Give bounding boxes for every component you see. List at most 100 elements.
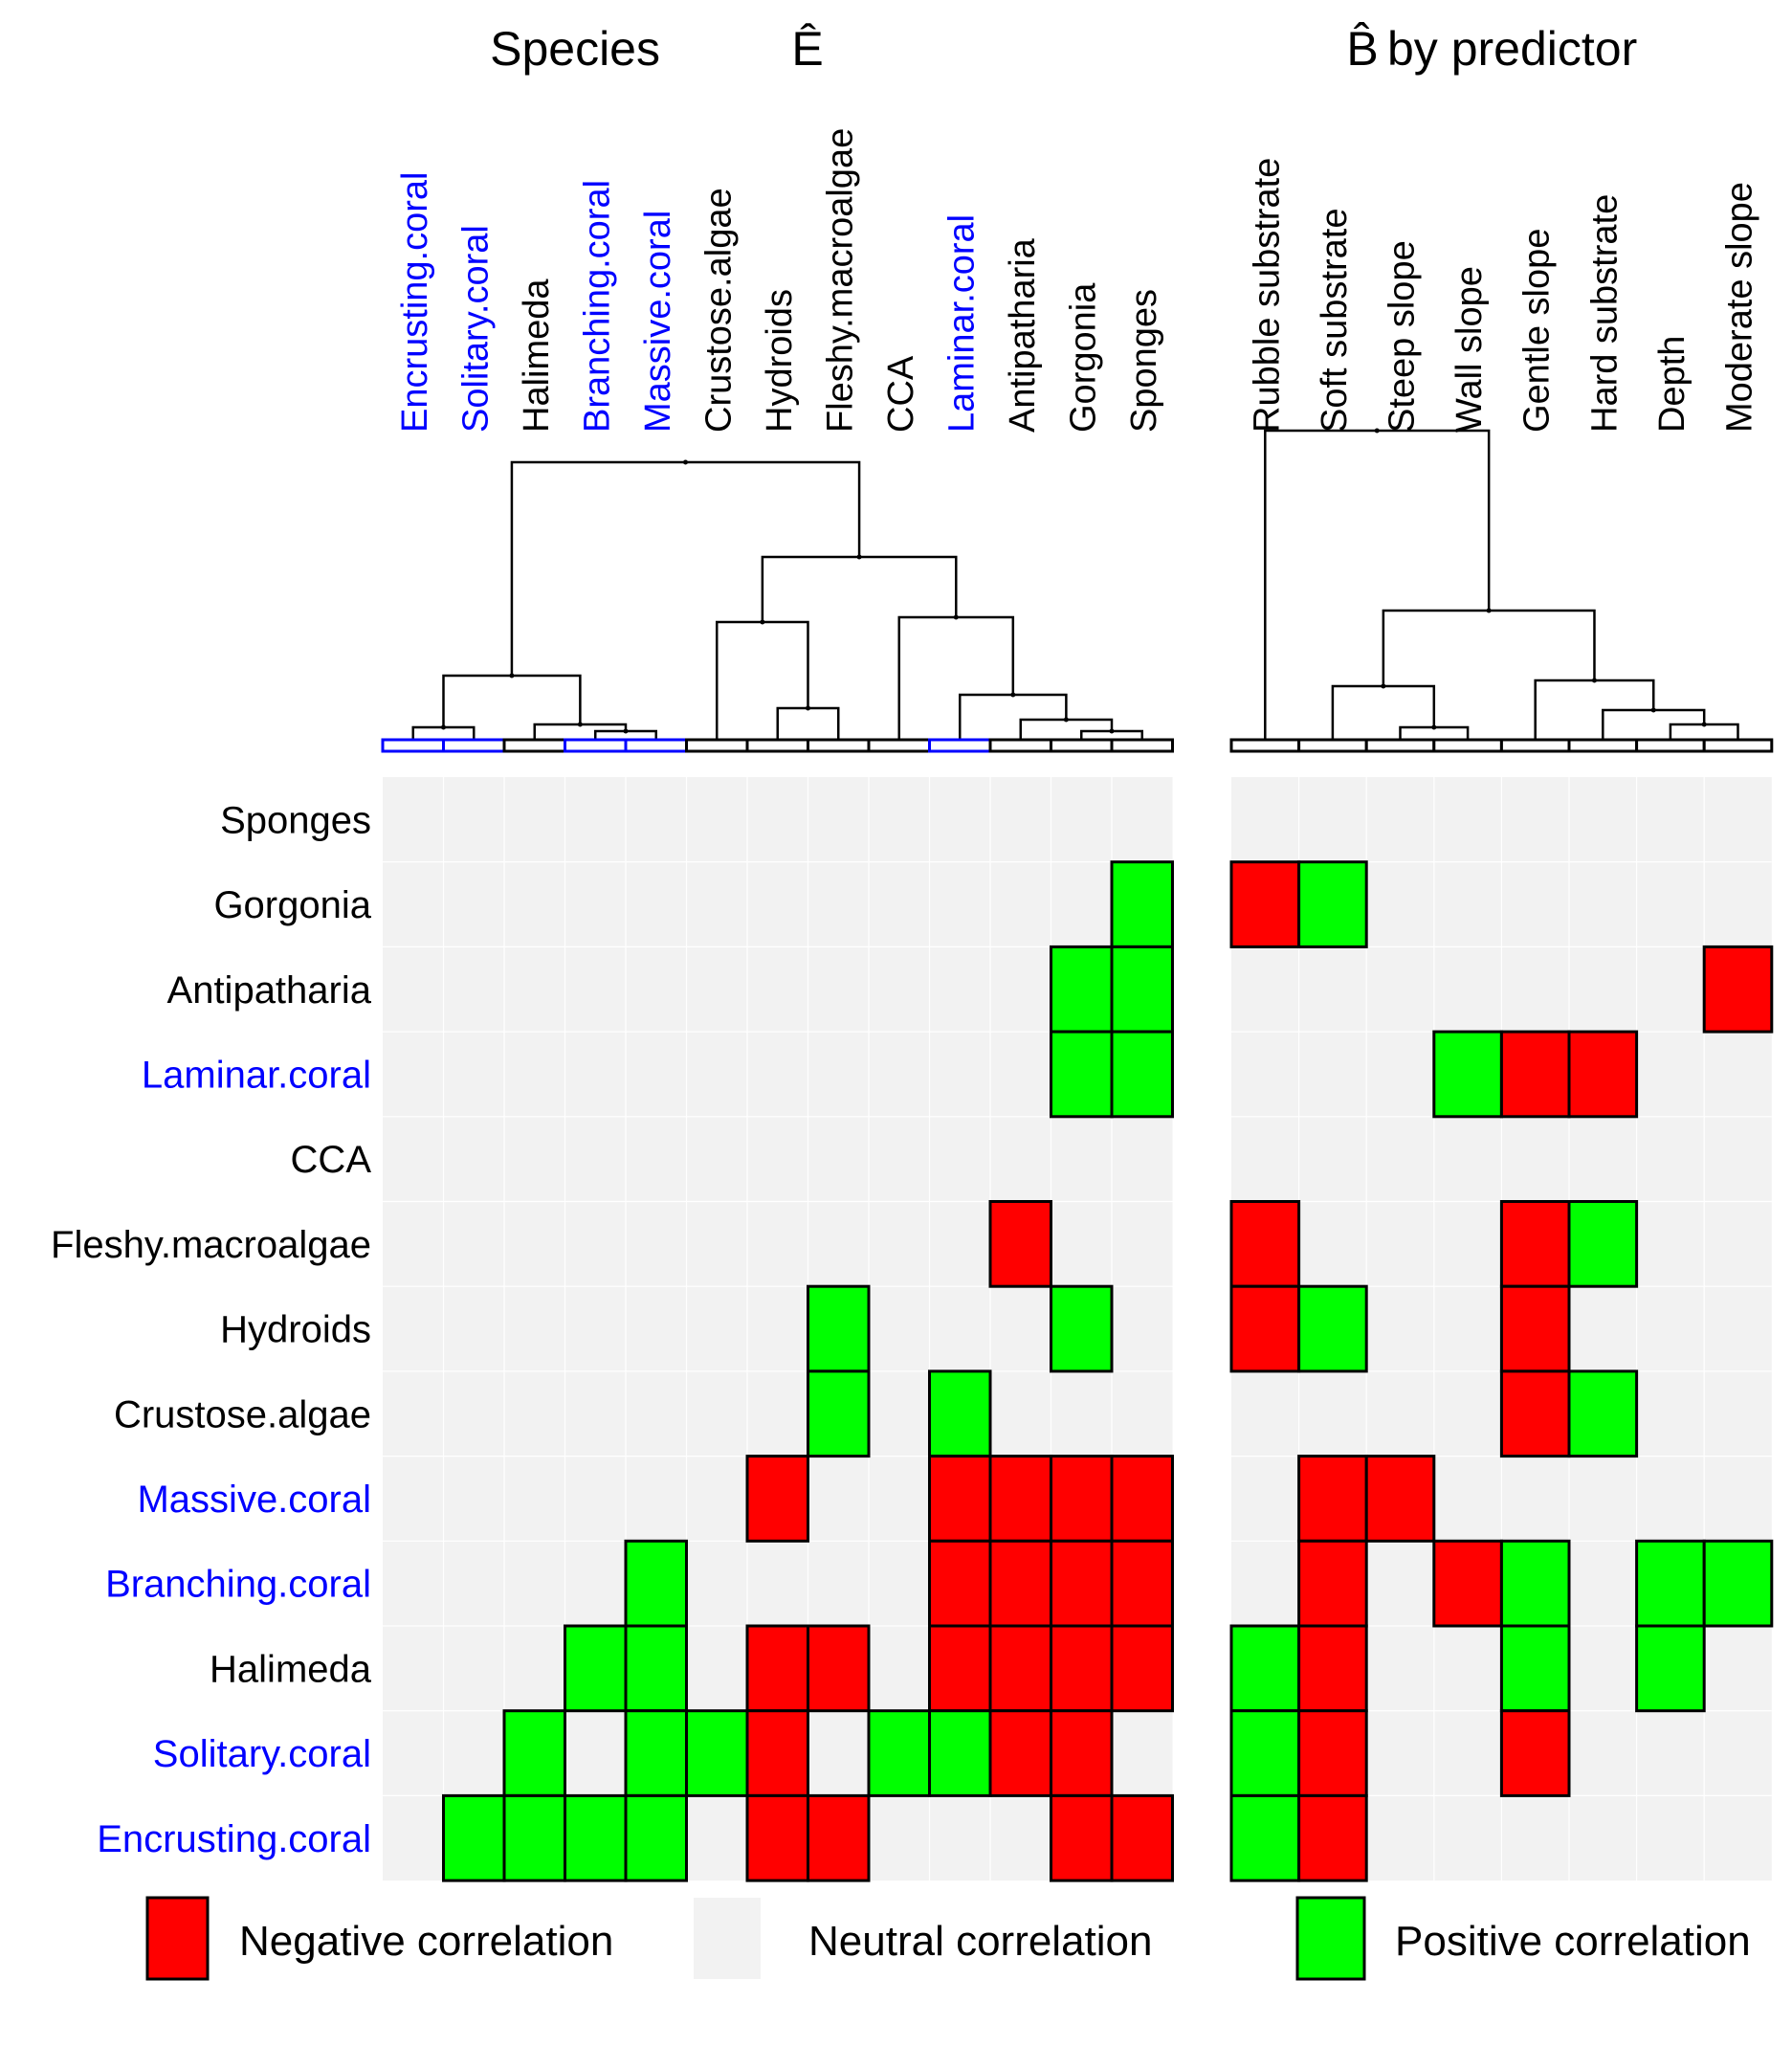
predictor-cluster-segment-wall-slope xyxy=(1432,738,1503,753)
species-cell-laminar-coral-sponges xyxy=(1110,1030,1174,1119)
predictor-column-label-steep-slope: Steep slope xyxy=(1383,240,1423,433)
row-label-gorgonia: Gorgonia xyxy=(213,884,371,926)
right-title-symbol: B̂ xyxy=(1346,22,1378,76)
species-cell-solitary-coral-massive-coral xyxy=(624,1709,688,1797)
species-cell-laminar-coral-gorgonia xyxy=(1050,1030,1114,1119)
predictor-cluster-segment-soft-substrate xyxy=(1297,738,1368,753)
species-column-labels: Encrusting.coral Solitary.coral Halimeda Br… xyxy=(395,128,1164,433)
species-dendrogram-branch xyxy=(776,706,840,739)
right-title: B̂ by predictor xyxy=(1346,22,1637,76)
species-cell-halimeda-gorgonia xyxy=(1050,1624,1114,1713)
row-label-encrusting-coral: Encrusting.coral xyxy=(97,1818,371,1860)
predictor-cell-encrusting-coral-soft-substrate xyxy=(1297,1793,1368,1882)
right-title-text: by predictor xyxy=(1387,22,1637,76)
species-cell-encrusting-coral-massive-coral xyxy=(624,1793,688,1882)
species-cluster-segment-antipatharia xyxy=(988,738,1052,753)
species-heatmap xyxy=(383,777,1174,1882)
predictor-cell-hydroids-rubble-substrate xyxy=(1229,1284,1301,1373)
legend-neutral-label: Neutral correlation xyxy=(808,1918,1153,1965)
predictor-column-label-soft-substrate: Soft substrate xyxy=(1315,209,1355,433)
species-column-label-encrusting-coral: Encrusting.coral xyxy=(395,172,435,433)
predictor-cell-halimeda-rubble-substrate xyxy=(1229,1624,1301,1713)
predictor-cell-fleshy-macroalgae-rubble-substrate xyxy=(1229,1200,1301,1288)
species-cell-antipatharia-gorgonia xyxy=(1050,945,1114,1034)
species-column-label-sponges: Sponges xyxy=(1124,289,1164,433)
species-cell-gorgonia-sponges xyxy=(1110,860,1174,948)
predictor-column-labels: Rubble substrate Soft substrate Steep slop… xyxy=(1247,158,1759,433)
species-dendrogram-branch xyxy=(959,693,1068,739)
species-cluster-segment-encrusting-coral xyxy=(381,738,445,753)
predictor-cell-branching-coral-moderate-slope xyxy=(1702,1539,1774,1628)
species-cell-encrusting-coral-sponges xyxy=(1110,1793,1174,1882)
predictor-cell-solitary-coral-gentle-slope xyxy=(1499,1709,1571,1797)
species-cell-hydroids-gorgonia xyxy=(1050,1284,1114,1373)
row-label-solitary-coral: Solitary.coral xyxy=(153,1733,371,1775)
predictor-cell-branching-coral-depth xyxy=(1635,1539,1706,1628)
predictor-dendrogram-node xyxy=(1374,428,1380,434)
species-cluster-segment-gorgonia xyxy=(1050,738,1114,753)
species-column-label-solitary-coral: Solitary.coral xyxy=(455,225,496,433)
species-cell-massive-coral-laminar-coral xyxy=(928,1455,992,1543)
species-cluster-segment-fleshy-macroalgae xyxy=(807,738,871,753)
predictor-cell-halimeda-depth xyxy=(1635,1624,1706,1713)
row-label-hydroids: Hydroids xyxy=(220,1309,371,1351)
species-cell-encrusting-coral-gorgonia xyxy=(1050,1793,1114,1882)
species-cluster-segment-crustose-algae xyxy=(685,738,749,753)
species-dendrogram-node xyxy=(683,459,689,465)
predictor-column-label-gentle-slope: Gentle slope xyxy=(1517,229,1558,433)
species-dendrogram-branch xyxy=(1019,718,1114,739)
legend-neutral-swatch xyxy=(694,1898,761,1979)
predictor-dendrogram-branch xyxy=(1382,609,1596,686)
predictor-cell-crustose-algae-gentle-slope xyxy=(1499,1369,1571,1458)
row-label-antipatharia: Antipatharia xyxy=(167,969,372,1012)
species-cell-halimeda-sponges xyxy=(1110,1624,1174,1713)
row-label-cca: CCA xyxy=(291,1139,372,1181)
predictor-cell-crustose-algae-hard-substrate xyxy=(1567,1369,1639,1458)
species-cell-halimeda-antipatharia xyxy=(988,1624,1052,1713)
predictor-cell-laminar-coral-hard-substrate xyxy=(1567,1030,1639,1119)
species-cell-massive-coral-gorgonia xyxy=(1050,1455,1114,1543)
predictor-cell-massive-coral-soft-substrate xyxy=(1297,1455,1368,1543)
species-dendrogram-branch xyxy=(761,555,958,622)
species-cell-branching-coral-laminar-coral xyxy=(928,1539,992,1628)
species-cluster-segment-solitary-coral xyxy=(442,738,506,753)
row-label-fleshy-macroalgae: Fleshy.macroalgae xyxy=(51,1224,371,1266)
predictor-cell-laminar-coral-gentle-slope xyxy=(1499,1030,1571,1119)
predictor-cell-halimeda-soft-substrate xyxy=(1297,1624,1368,1713)
predictor-cell-hydroids-soft-substrate xyxy=(1297,1284,1368,1373)
predictor-cell-hydroids-gentle-slope xyxy=(1499,1284,1571,1373)
predictor-cell-branching-coral-soft-substrate xyxy=(1297,1539,1368,1628)
row-label-massive-coral: Massive.coral xyxy=(137,1479,371,1521)
legend-negative-swatch xyxy=(145,1896,210,1981)
predictor-cell-branching-coral-gentle-slope xyxy=(1499,1539,1571,1628)
predictor-cell-solitary-coral-soft-substrate xyxy=(1297,1709,1368,1797)
species-cell-massive-coral-sponges xyxy=(1110,1455,1174,1543)
predictor-column-label-wall-slope: Wall slope xyxy=(1449,266,1490,433)
species-cell-solitary-coral-antipatharia xyxy=(988,1709,1052,1797)
species-cell-encrusting-coral-fleshy-macroalgae xyxy=(807,1793,871,1882)
species-dendrogram-branch xyxy=(716,620,809,739)
species-cell-crustose-algae-laminar-coral xyxy=(928,1369,992,1458)
species-column-label-gorgonia: Gorgonia xyxy=(1063,282,1103,433)
species-column-label-halimeda: Halimeda xyxy=(517,278,557,433)
species-cell-halimeda-laminar-coral xyxy=(928,1624,992,1713)
species-cell-halimeda-branching-coral xyxy=(564,1624,628,1713)
species-column-label-branching-coral: Branching.coral xyxy=(577,180,617,433)
legend: Negative correlation Neutral correlation… xyxy=(145,1896,1751,1981)
species-column-label-crustose-algae: Crustose.algae xyxy=(698,188,739,433)
predictor-cell-laminar-coral-wall-slope xyxy=(1432,1030,1503,1119)
predictor-cell-gorgonia-soft-substrate xyxy=(1297,860,1368,948)
row-label-crustose-algae: Crustose.algae xyxy=(114,1393,371,1435)
species-cell-solitary-coral-cca xyxy=(867,1709,931,1797)
species-cluster-segment-branching-coral xyxy=(564,738,628,753)
predictor-dendrogram-branch xyxy=(1264,429,1491,739)
predictor-column-label-rubble-substrate: Rubble substrate xyxy=(1247,158,1287,433)
predictor-cell-solitary-coral-rubble-substrate xyxy=(1229,1709,1301,1797)
row-label-halimeda: Halimeda xyxy=(210,1648,372,1690)
species-column-label-laminar-coral: Laminar.coral xyxy=(941,214,982,433)
predictor-cell-antipatharia-moderate-slope xyxy=(1702,945,1774,1034)
species-column-label-cca: CCA xyxy=(881,355,921,433)
predictor-heatmap xyxy=(1229,777,1774,1882)
predictor-cell-halimeda-gentle-slope xyxy=(1499,1624,1571,1713)
predictor-cluster-segment-gentle-slope xyxy=(1499,738,1571,753)
